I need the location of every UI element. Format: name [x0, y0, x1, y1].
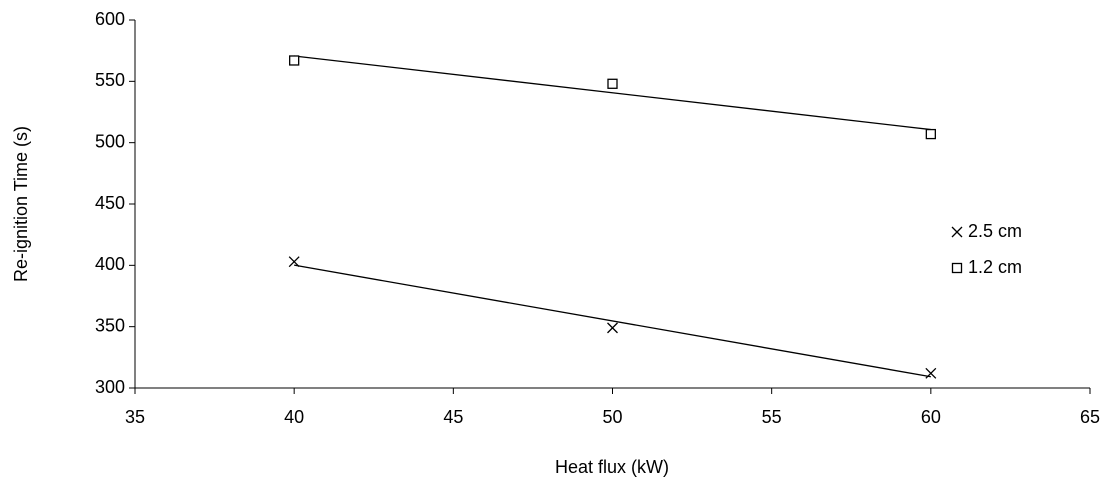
legend-label: 1.2 cm	[968, 257, 1022, 277]
marker-square	[951, 262, 963, 274]
marker-square	[289, 55, 300, 66]
x-tick-label: 40	[284, 407, 304, 427]
x-axis-label: Heat flux (kW)	[555, 457, 669, 477]
marker-square	[607, 78, 618, 89]
marker-x	[288, 256, 300, 268]
y-tick-label: 600	[95, 9, 125, 29]
marker-square	[925, 128, 936, 140]
y-tick-label: 400	[95, 254, 125, 274]
x-tick-label: 65	[1080, 407, 1100, 427]
y-tick-label: 500	[95, 131, 125, 151]
y-tick-label: 450	[95, 193, 125, 213]
legend-label: 2.5 cm	[968, 221, 1022, 241]
y-tick-label: 350	[95, 315, 125, 335]
x-tick-label: 60	[921, 407, 941, 427]
y-tick-label: 300	[95, 377, 125, 397]
y-axis-label: Re-ignition Time (s)	[11, 126, 31, 282]
x-tick-label: 35	[125, 407, 145, 427]
x-tick-label: 55	[762, 407, 782, 427]
trend-line	[294, 264, 931, 378]
marker-x	[925, 367, 937, 379]
y-tick-label: 550	[95, 70, 125, 90]
x-tick-label: 50	[602, 407, 622, 427]
x-tick-label: 45	[443, 407, 463, 427]
marker-x	[951, 226, 963, 238]
trend-line	[294, 55, 931, 131]
marker-x	[607, 322, 618, 334]
